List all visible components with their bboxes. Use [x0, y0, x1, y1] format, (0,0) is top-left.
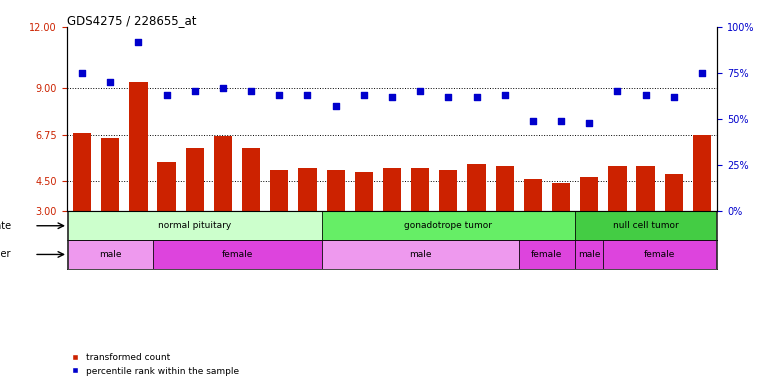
Bar	[214, 136, 232, 212]
Bar	[129, 82, 147, 212]
Text: GDS4275 / 228655_at: GDS4275 / 228655_at	[67, 14, 196, 27]
Text: gender: gender	[0, 250, 11, 260]
Point	[329, 103, 342, 109]
Text: normal pituitary: normal pituitary	[158, 221, 231, 230]
Point	[667, 94, 680, 100]
Bar	[73, 134, 91, 212]
Bar	[580, 177, 598, 212]
Point	[386, 94, 398, 100]
Point	[639, 92, 652, 98]
Point	[76, 70, 89, 76]
Point	[527, 118, 539, 124]
Bar	[68, 212, 321, 240]
Text: male: male	[578, 250, 601, 259]
Bar	[153, 240, 321, 269]
Bar	[495, 166, 514, 212]
Point	[188, 88, 201, 94]
Text: disease state: disease state	[0, 221, 11, 231]
Point	[216, 85, 229, 91]
Bar	[270, 170, 289, 212]
Point	[414, 88, 426, 94]
Point	[104, 79, 117, 85]
Bar	[524, 179, 542, 212]
Bar	[608, 166, 626, 212]
Bar	[68, 240, 153, 269]
Text: female: female	[221, 250, 252, 259]
Bar	[383, 168, 401, 212]
Point	[470, 94, 483, 100]
Point	[442, 94, 455, 100]
Bar	[693, 134, 711, 212]
Point	[301, 92, 314, 98]
Bar	[439, 170, 458, 212]
Bar	[158, 162, 176, 212]
Bar	[552, 183, 570, 212]
Bar	[575, 212, 716, 240]
Bar	[519, 240, 575, 269]
Point	[273, 92, 285, 98]
Point	[695, 70, 708, 76]
Point	[583, 120, 596, 126]
Text: male: male	[409, 250, 431, 259]
Text: gonadotrope tumor: gonadotrope tumor	[405, 221, 492, 230]
Bar	[326, 170, 345, 212]
Bar	[575, 240, 603, 269]
Bar	[467, 164, 485, 212]
Point	[499, 92, 511, 98]
Point	[358, 92, 370, 98]
Bar	[321, 212, 575, 240]
Point	[555, 118, 568, 124]
Text: female: female	[532, 250, 563, 259]
Point	[245, 88, 257, 94]
Text: null cell tumor: null cell tumor	[612, 221, 678, 230]
Point	[611, 88, 623, 94]
Text: female: female	[644, 250, 675, 259]
Bar	[354, 172, 373, 212]
Bar	[321, 240, 519, 269]
Bar	[242, 148, 260, 212]
Point	[161, 92, 173, 98]
Bar	[411, 168, 430, 212]
Bar	[665, 174, 683, 212]
Legend: transformed count, percentile rank within the sample: transformed count, percentile rank withi…	[71, 353, 238, 376]
Bar	[101, 137, 119, 212]
Bar	[603, 240, 716, 269]
Text: male: male	[99, 250, 122, 259]
Bar	[637, 166, 655, 212]
Point	[132, 38, 145, 45]
Bar	[186, 148, 204, 212]
Bar	[299, 168, 317, 212]
